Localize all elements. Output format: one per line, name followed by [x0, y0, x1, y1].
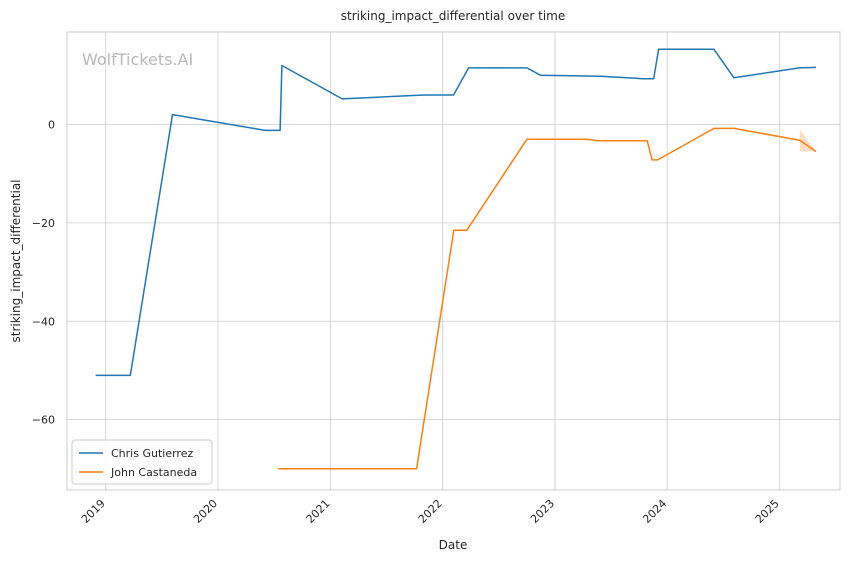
chart-title: striking_impact_differential over time [341, 9, 566, 23]
legend-box [71, 439, 213, 485]
watermark: WolfTickets.AI [82, 50, 193, 69]
series-lines [95, 48, 817, 470]
plot-area [67, 32, 840, 490]
x-axis-title: Date [439, 538, 468, 552]
y-tick-label: 0 [48, 118, 55, 131]
y-tick-labels: 0 −20 −40 −60 [32, 118, 55, 426]
y-axis-title: striking_impact_differential [9, 179, 23, 342]
series-line-chris-gutierrez [95, 48, 817, 377]
y-tick-label: −20 [32, 217, 55, 230]
y-tick-label: −40 [32, 315, 55, 328]
band-area [799, 129, 816, 152]
grid [67, 32, 840, 490]
legend-label-chris-gutierrez: Chris Gutierrez [111, 447, 193, 460]
legend: Chris Gutierrez John Castaneda [71, 439, 213, 485]
legend-label-john-castaneda: John Castaneda [110, 466, 197, 479]
y-tick-label: −60 [32, 414, 55, 427]
plot-frame [66, 31, 841, 491]
confidence-band [799, 129, 816, 152]
series-line-john-castaneda [278, 127, 817, 470]
